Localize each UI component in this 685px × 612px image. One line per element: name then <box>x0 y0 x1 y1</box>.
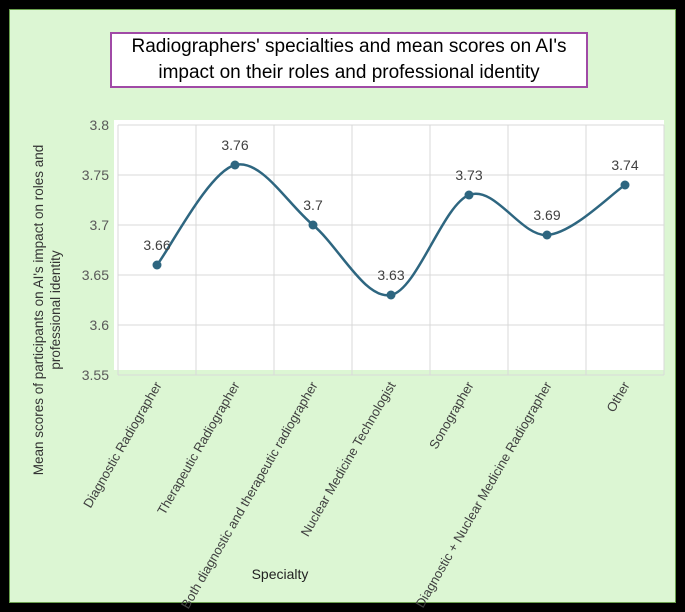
data-point <box>620 180 630 190</box>
x-tick-label: Nuclear Medicine Technologist <box>298 379 399 539</box>
data-point <box>542 230 552 240</box>
y-tick-label: 3.65 <box>82 267 109 283</box>
data-label: 3.76 <box>221 137 248 153</box>
y-tick-label: 3.75 <box>82 167 109 183</box>
data-point <box>464 190 474 200</box>
plot-area <box>114 120 664 370</box>
y-tick-label: 3.8 <box>90 117 110 133</box>
data-point <box>386 290 396 300</box>
y-tick-label: 3.7 <box>90 217 110 233</box>
data-label: 3.73 <box>455 167 482 183</box>
chart-title-line-1: Radiographers' specialties and mean scor… <box>131 36 567 57</box>
chart-title: Radiographers' specialties and mean scor… <box>110 32 588 88</box>
data-label: 3.66 <box>143 237 170 253</box>
x-tick-label: Other <box>603 378 633 414</box>
y-axis-title: Mean scores of participants on AI's impa… <box>30 130 64 490</box>
x-tick-label: Therapeutic Radiographer <box>154 378 243 517</box>
data-label: 3.63 <box>377 267 404 283</box>
x-tick-label: Diagnostic Radiographer <box>80 378 165 510</box>
y-axis-title-line-2: professional identity <box>48 250 63 370</box>
y-tick-label: 3.6 <box>90 317 110 333</box>
data-point <box>308 220 318 230</box>
data-label: 3.69 <box>533 207 560 223</box>
x-tick-label: Diagnostic + Nuclear Medicine Radiograph… <box>412 378 554 610</box>
data-label: 3.7 <box>303 197 323 213</box>
chart-title-line-2: impact on their roles and professional i… <box>158 62 540 83</box>
data-point <box>230 160 240 170</box>
x-axis-title: Specialty <box>251 566 309 582</box>
x-tick-label: Sonographer <box>426 378 477 451</box>
data-point <box>152 260 162 270</box>
data-label: 3.74 <box>611 157 638 173</box>
y-tick-label: 3.55 <box>82 367 109 383</box>
y-axis-title-line-1: Mean scores of participants on AI's impa… <box>31 144 46 476</box>
